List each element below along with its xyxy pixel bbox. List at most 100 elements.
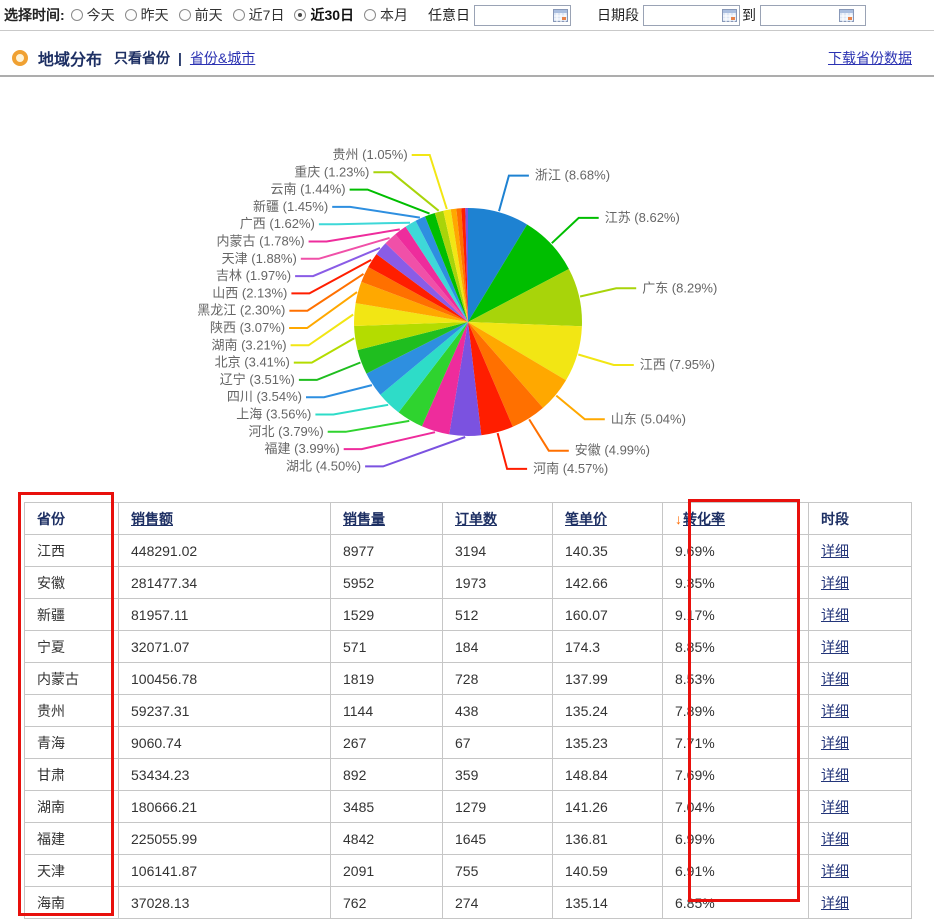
- pie-slice-天津: [385, 234, 468, 322]
- pie-leader-line: [579, 287, 637, 298]
- cell-order-count: 1645: [442, 822, 553, 855]
- cell-province: 新疆: [24, 598, 119, 631]
- time-radio-近7日[interactable]: 近7日: [232, 5, 284, 25]
- pie-label-贵州: 贵州 (1.05%): [333, 147, 408, 162]
- pie-leader-line: [318, 221, 411, 226]
- time-radio-今天[interactable]: 今天: [70, 5, 115, 25]
- pie-label-上海: 上海 (3.56%): [236, 407, 311, 422]
- pie-leader-line: [327, 419, 410, 433]
- time-radio-昨天[interactable]: 昨天: [124, 5, 169, 25]
- time-radio-近30日[interactable]: 近30日: [294, 5, 354, 25]
- pie-slice-other: [461, 208, 468, 322]
- cell-avg-order-price: 136.81: [552, 822, 663, 855]
- sort-link-转化率[interactable]: 转化率: [683, 510, 725, 527]
- detail-link[interactable]: 详细: [821, 734, 849, 751]
- cell-sales-volume: 1144: [330, 694, 443, 727]
- pie-slice-新疆: [415, 216, 468, 322]
- sort-link-销售量[interactable]: 销售量: [343, 510, 385, 527]
- pie-leader-line: [496, 432, 528, 470]
- pie-label-山西: 山西 (2.13%): [212, 285, 287, 300]
- pie-leader-line: [411, 154, 448, 210]
- calendar-icon[interactable]: [722, 8, 738, 22]
- header-笔单价: 笔单价: [552, 502, 663, 535]
- detail-link[interactable]: 详细: [821, 766, 849, 783]
- detail-link[interactable]: 详细: [821, 574, 849, 591]
- radio-button-icon[interactable]: [364, 9, 377, 21]
- header-销售量: 销售量: [330, 502, 443, 535]
- sort-link-订单数[interactable]: 订单数: [455, 510, 497, 527]
- pie-label-河南: 河南 (4.57%): [533, 461, 608, 476]
- pie-slice-山西: [368, 254, 468, 322]
- calendar-icon[interactable]: [839, 8, 855, 22]
- cell-sales-amount: 225055.99: [118, 822, 331, 855]
- calendar-icon[interactable]: [553, 8, 569, 22]
- cell-conversion-rate: 8.85%: [662, 630, 809, 663]
- pie-label-吉林: 吉林 (1.97%): [216, 268, 291, 283]
- detail-link[interactable]: 详细: [821, 638, 849, 655]
- pie-slice-江西: [468, 322, 582, 381]
- pie-slice-山东: [468, 322, 566, 408]
- radio-button-icon[interactable]: [124, 9, 137, 21]
- detail-link[interactable]: 详细: [821, 830, 849, 847]
- range-end-date-input[interactable]: [763, 6, 840, 24]
- cell-province: 青海: [24, 726, 119, 759]
- cell-province: 贵州: [24, 694, 119, 727]
- time-radio-前天[interactable]: 前天: [178, 5, 223, 25]
- cell-order-count: 1973: [442, 566, 553, 599]
- radio-button-icon[interactable]: [232, 9, 245, 21]
- cell-conversion-rate: 7.04%: [662, 790, 809, 823]
- pie-slice-福建: [421, 322, 468, 435]
- radio-button-icon[interactable]: [178, 9, 191, 21]
- any-day-date-input[interactable]: [477, 6, 554, 24]
- pie-leader-line: [373, 171, 440, 212]
- sort-desc-icon: ↓: [675, 510, 682, 527]
- pie-slice-河北: [398, 322, 468, 427]
- pie-leader-line: [291, 259, 372, 295]
- radio-label: 前天: [194, 7, 223, 23]
- view-toggle-provinces-only[interactable]: 只看省份: [114, 49, 171, 66]
- radio-button-icon[interactable]: [70, 9, 83, 21]
- sort-link-笔单价[interactable]: 笔单价: [565, 510, 607, 527]
- pie-leader-line: [349, 188, 430, 215]
- cell-order-count: 67: [442, 726, 553, 759]
- pie-label-云南: 云南 (1.44%): [270, 182, 345, 197]
- sort-link-销售额[interactable]: 销售额: [131, 510, 173, 527]
- pie-label-内蒙古: 内蒙古 (1.78%): [216, 234, 304, 249]
- cell-sales-amount: 281477.34: [118, 566, 331, 599]
- table-row: 安徽 281477.34 5952 1973 142.66 9.35% 详细: [24, 566, 912, 599]
- range-start-date-input[interactable]: [646, 6, 723, 24]
- pie-leader-line: [293, 337, 355, 364]
- detail-link[interactable]: 详细: [821, 894, 849, 911]
- pie-slice-湖南: [354, 303, 468, 326]
- pie-slice-江苏: [468, 224, 569, 322]
- detail-link[interactable]: 详细: [821, 798, 849, 815]
- pie-label-安徽: 安徽 (4.99%): [575, 443, 650, 458]
- header-销售额: 销售额: [118, 502, 331, 535]
- detail-link[interactable]: 详细: [821, 606, 849, 623]
- detail-link[interactable]: 详细: [821, 702, 849, 719]
- cell-province: 福建: [24, 822, 119, 855]
- radio-label: 近30日: [310, 7, 355, 23]
- pie-chart: 贵州 (1.05%) 重庆 (1.23%) 云南 (1.44%) 新疆 (1.45%)…: [197, 147, 717, 476]
- cell-sales-volume: 2091: [330, 854, 443, 887]
- radio-label: 本月: [380, 7, 409, 23]
- pie-slice-广东: [468, 269, 582, 327]
- download-province-data-link[interactable]: 下载省份数据: [828, 49, 912, 66]
- pie-slice-贵州: [443, 209, 468, 322]
- view-toggle-province-city-link[interactable]: 省份&城市: [189, 49, 256, 66]
- pie-label-四川: 四川 (3.54%): [227, 389, 302, 404]
- table-row: 新疆 81957.11 1529 512 160.07 9.17% 详细: [24, 598, 912, 631]
- time-radio-本月[interactable]: 本月: [364, 5, 408, 25]
- detail-link[interactable]: 详细: [821, 542, 849, 559]
- cell-order-count: 274: [442, 886, 553, 919]
- radio-button-icon[interactable]: [294, 9, 307, 21]
- radio-label: 昨天: [140, 7, 169, 23]
- section-title: 地域分布: [38, 51, 103, 69]
- detail-link[interactable]: 详细: [821, 670, 849, 687]
- detail-link[interactable]: 详细: [821, 862, 849, 879]
- cell-conversion-rate: 8.53%: [662, 662, 809, 695]
- table-row: 贵州 59237.31 1144 438 135.24 7.89% 详细: [24, 694, 912, 727]
- cell-province: 内蒙古: [24, 662, 119, 695]
- any-day-label: 任意日: [428, 7, 471, 23]
- pie-label-重庆: 重庆 (1.23%): [294, 164, 369, 179]
